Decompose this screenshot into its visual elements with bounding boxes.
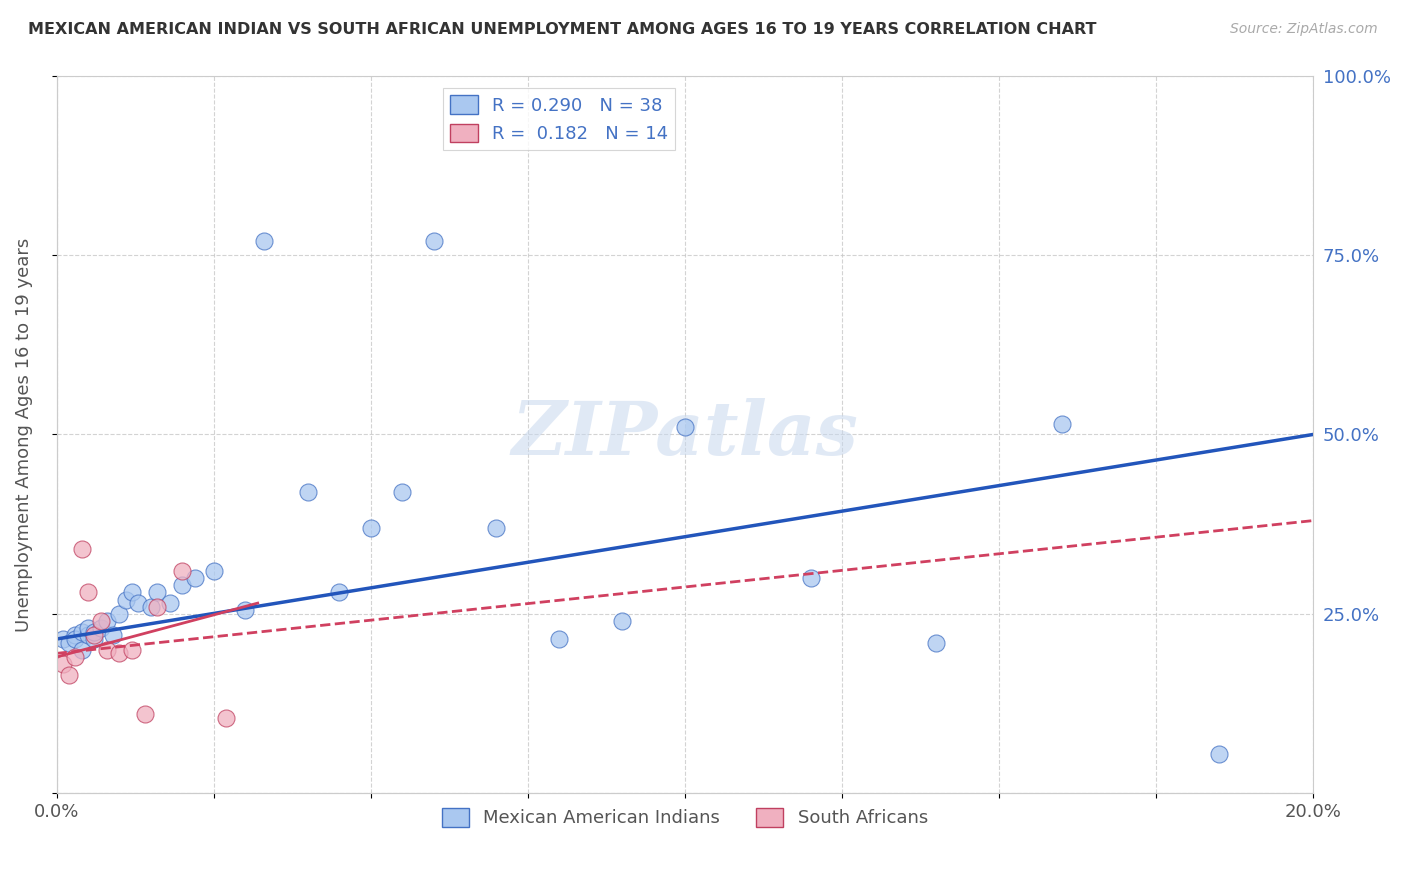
- Point: [121, 642, 143, 657]
- Point: [146, 585, 169, 599]
- Point: [233, 603, 256, 617]
- Point: [65, 628, 87, 642]
- Point: [58, 635, 80, 649]
- Point: [96, 642, 118, 657]
- Point: [96, 614, 118, 628]
- Point: [800, 571, 823, 585]
- Point: [134, 707, 156, 722]
- Point: [114, 592, 136, 607]
- Point: [108, 607, 131, 621]
- Point: [202, 564, 225, 578]
- Text: Source: ZipAtlas.com: Source: ZipAtlas.com: [1230, 22, 1378, 37]
- Point: [52, 632, 75, 646]
- Point: [925, 635, 948, 649]
- Y-axis label: Unemployment Among Ages 16 to 19 years: Unemployment Among Ages 16 to 19 years: [15, 237, 32, 632]
- Point: [83, 624, 105, 639]
- Point: [139, 599, 162, 614]
- Point: [297, 484, 319, 499]
- Point: [1050, 417, 1073, 431]
- Point: [328, 585, 350, 599]
- Point: [146, 599, 169, 614]
- Point: [65, 650, 87, 665]
- Point: [77, 585, 100, 599]
- Point: [108, 646, 131, 660]
- Point: [65, 632, 87, 646]
- Point: [184, 571, 207, 585]
- Point: [90, 614, 112, 628]
- Point: [83, 628, 105, 642]
- Point: [77, 621, 100, 635]
- Point: [83, 632, 105, 646]
- Legend: Mexican American Indians, South Africans: Mexican American Indians, South Africans: [434, 801, 935, 835]
- Point: [52, 657, 75, 672]
- Text: MEXICAN AMERICAN INDIAN VS SOUTH AFRICAN UNEMPLOYMENT AMONG AGES 16 TO 19 YEARS : MEXICAN AMERICAN INDIAN VS SOUTH AFRICAN…: [28, 22, 1097, 37]
- Point: [127, 596, 149, 610]
- Point: [70, 542, 93, 557]
- Point: [422, 234, 444, 248]
- Point: [673, 420, 696, 434]
- Point: [548, 632, 571, 646]
- Point: [101, 628, 124, 642]
- Point: [58, 668, 80, 682]
- Point: [121, 585, 143, 599]
- Point: [360, 521, 382, 535]
- Point: [159, 596, 181, 610]
- Point: [391, 484, 413, 499]
- Point: [1208, 747, 1230, 761]
- Point: [253, 234, 276, 248]
- Point: [172, 578, 194, 592]
- Point: [172, 564, 194, 578]
- Point: [610, 614, 633, 628]
- Point: [485, 521, 508, 535]
- Point: [215, 711, 238, 725]
- Point: [70, 624, 93, 639]
- Point: [77, 628, 100, 642]
- Text: ZIPatlas: ZIPatlas: [512, 398, 859, 471]
- Point: [70, 642, 93, 657]
- Point: [90, 621, 112, 635]
